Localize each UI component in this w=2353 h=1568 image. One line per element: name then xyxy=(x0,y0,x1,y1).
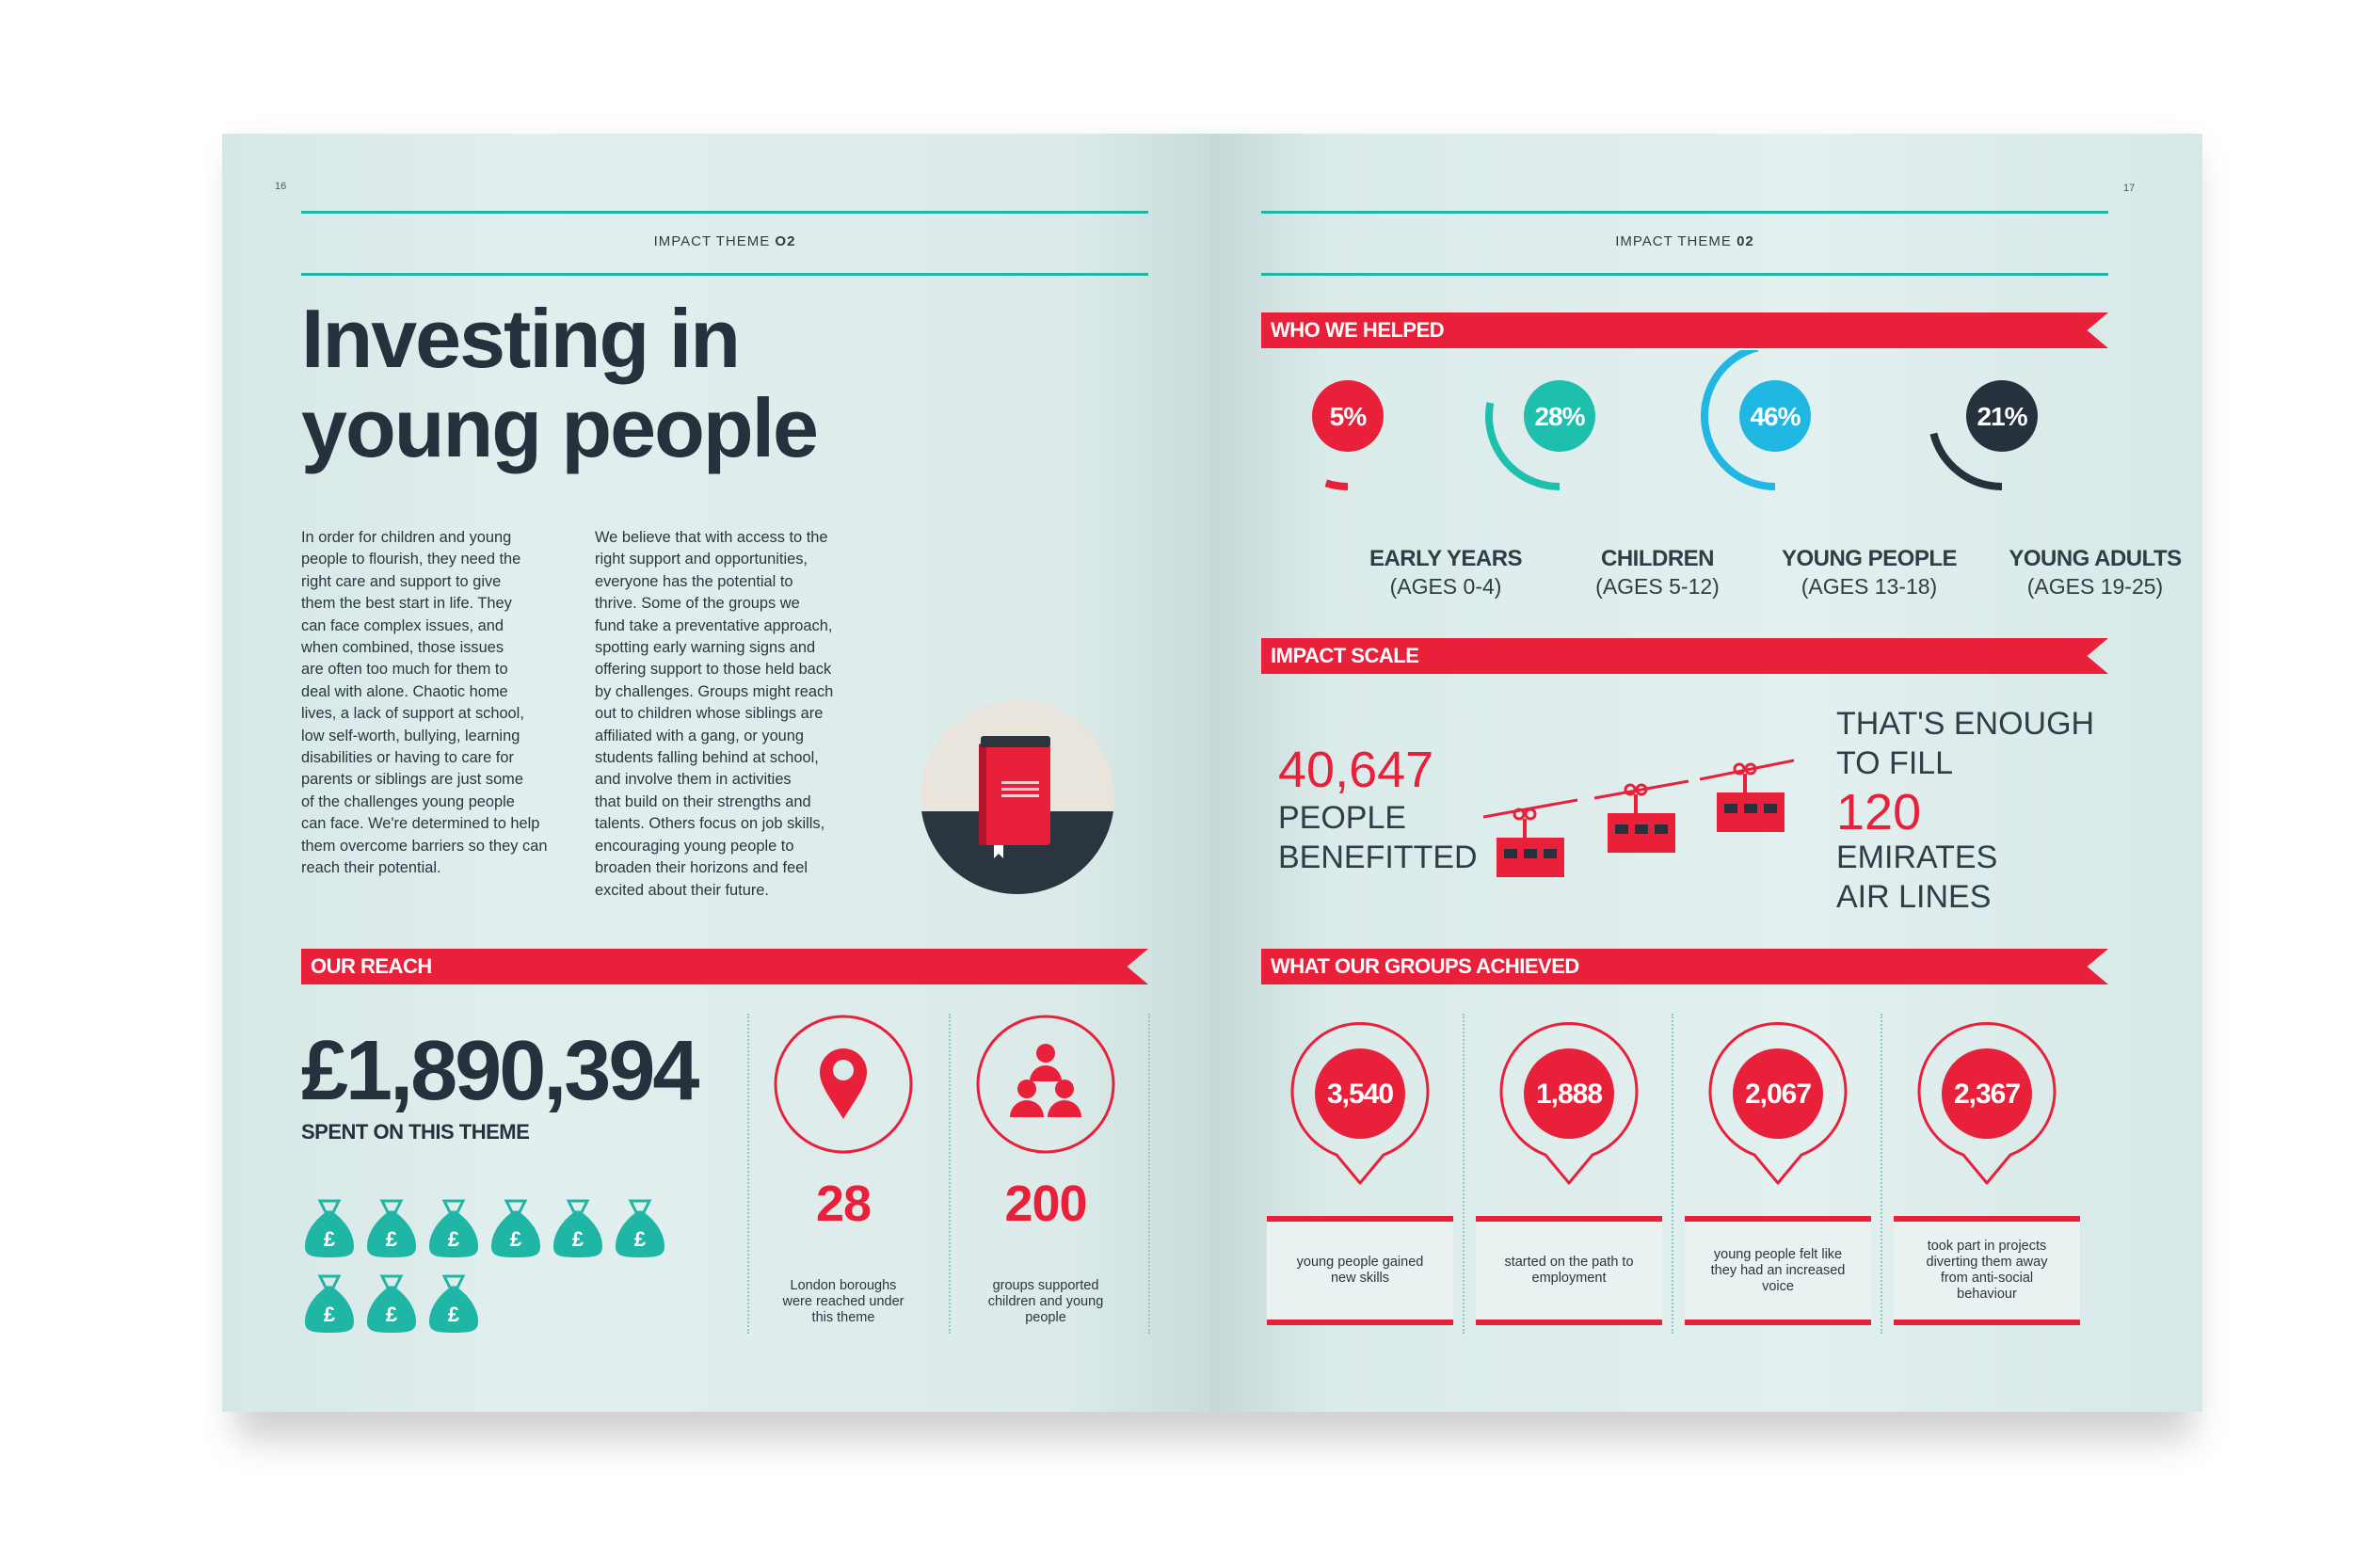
bag-currency-symbol: £ xyxy=(510,1227,522,1251)
money-bag-icon: £ xyxy=(429,1274,478,1333)
dial-center xyxy=(1739,380,1811,452)
book-illustration-icon xyxy=(920,700,1114,894)
achievement-pin: 3,540 xyxy=(1290,1022,1430,1185)
dial-center xyxy=(1966,380,2038,452)
age-group-label-children: CHILDREN (AGES 5-12) xyxy=(1595,546,1720,599)
dial-center xyxy=(1524,380,1595,452)
page-title: Investing in young people xyxy=(301,292,819,474)
dial-arc xyxy=(1929,432,2003,490)
top-rule xyxy=(301,211,1148,214)
left-page: 16 IMPACT THEME O2 Investing in young pe… xyxy=(222,134,1210,1412)
fill-text-top: THAT'S ENOUGH TO FILL xyxy=(1836,706,2095,781)
divider xyxy=(1881,1014,1882,1334)
bag-currency-symbol: £ xyxy=(634,1227,647,1251)
bag-currency-symbol: £ xyxy=(324,1227,336,1251)
fill-text-bottom: EMIRATES AIR LINES xyxy=(1836,840,1998,915)
money-bag-icon: £ xyxy=(553,1199,602,1257)
divider xyxy=(1148,1014,1150,1334)
divider xyxy=(747,1014,749,1334)
dial-arc xyxy=(1701,350,1776,490)
money-bag-icon: £ xyxy=(305,1274,354,1333)
body-column-1: In order for children and young people to… xyxy=(301,529,548,877)
top-rule xyxy=(1261,211,2108,214)
achievement-number: 2,367 xyxy=(1954,1079,2020,1110)
amount-caption: SPENT ON THIS THEME xyxy=(301,1120,530,1144)
achievement-pin: 2,067 xyxy=(1708,1022,1848,1185)
achievement-pin: 2,367 xyxy=(1917,1022,2057,1185)
age-group-label-young-people: YOUNG PEOPLE (AGES 13-18) xyxy=(1781,546,1958,599)
page-number: 16 xyxy=(275,181,287,192)
achievement-caption-card: took part in projects diverting them away… xyxy=(1894,1216,2080,1325)
age-group-label-young-adults: YOUNG ADULTS (AGES 19-25) xyxy=(2009,546,2182,599)
theme-label: IMPACT THEME O2 xyxy=(301,233,1148,249)
money-bag-icon: £ xyxy=(367,1199,416,1257)
bottom-rule xyxy=(301,273,1148,276)
divider xyxy=(949,1014,951,1334)
theme-number: 02 xyxy=(1737,233,1754,249)
amount-spent: £1,890,394 xyxy=(301,1024,699,1118)
dial-arc xyxy=(1485,402,1561,490)
money-bag-icon: £ xyxy=(305,1199,354,1257)
dial-percent: 46% xyxy=(1750,402,1801,431)
achievement-caption: young people felt like they had an increa… xyxy=(1710,1246,1846,1294)
boroughs-caption: London boroughs were reached under this … xyxy=(782,1278,904,1325)
dial-percent: 21% xyxy=(1977,402,2027,431)
page-number: 17 xyxy=(2123,183,2136,194)
dial-arc xyxy=(1324,479,1349,490)
impact-scale-heading: IMPACT SCALE xyxy=(1261,638,2108,674)
right-page: 17 IMPACT THEME 02 WHO WE HELPED 5% 28% 46… xyxy=(1210,134,2202,1412)
achievement-number: 2,067 xyxy=(1745,1079,1811,1110)
bag-currency-symbol: £ xyxy=(324,1303,336,1326)
dial-percent: 28% xyxy=(1534,402,1585,431)
money-bag-icon: £ xyxy=(429,1199,478,1257)
age-group-label-early-years: EARLY YEARS (AGES 0-4) xyxy=(1369,546,1523,599)
money-bag-icon: £ xyxy=(491,1199,540,1257)
what-groups-achieved-heading: WHAT OUR GROUPS ACHIEVED xyxy=(1261,949,2108,984)
money-bag-icon: £ xyxy=(367,1274,416,1333)
age-group-dials: 5% 28% 46% 21% xyxy=(1312,350,2038,490)
achievement-caption: took part in projects diverting them away… xyxy=(1926,1239,2048,1302)
title-line-2: young people xyxy=(301,381,819,474)
achievement-caption: young people gained new skills xyxy=(1296,1255,1424,1286)
dial-percent: 5% xyxy=(1330,402,1368,431)
people-benefitted-label: PEOPLE BENEFITTED xyxy=(1278,800,1478,875)
bag-currency-symbol: £ xyxy=(572,1227,584,1251)
people-benefitted-number: 40,647 xyxy=(1278,742,1434,798)
divider xyxy=(1463,1014,1465,1334)
theme-label-text: IMPACT THEME xyxy=(1615,233,1732,249)
boroughs-number: 28 xyxy=(815,1176,872,1232)
achievement-caption: started on the path to employment xyxy=(1504,1255,1634,1286)
groups-number: 200 xyxy=(1004,1176,1087,1232)
title-line-1: Investing in xyxy=(301,292,741,385)
achievement-number: 1,888 xyxy=(1536,1079,1602,1110)
cable-car-icon xyxy=(1483,759,1795,877)
group-people-icon xyxy=(976,1015,1115,1154)
body-column-2: We believe that with access to the right … xyxy=(595,529,834,899)
our-reach-heading: OUR REACH xyxy=(301,949,1148,984)
achievement-pin: 1,888 xyxy=(1499,1022,1639,1185)
achievement-caption-card: young people felt like they had an increa… xyxy=(1685,1216,1871,1325)
who-we-helped-heading: WHO WE HELPED xyxy=(1261,312,2108,348)
achievement-caption-card: young people gained new skills xyxy=(1267,1216,1453,1325)
bag-currency-symbol: £ xyxy=(386,1303,398,1326)
theme-number: O2 xyxy=(775,233,796,249)
dial-center xyxy=(1312,380,1384,452)
groups-caption: groups supported children and young peop… xyxy=(987,1278,1104,1325)
bag-currency-symbol: £ xyxy=(386,1227,398,1251)
money-bag-icon: £ xyxy=(616,1199,664,1257)
bottom-rule xyxy=(1261,273,2108,276)
bag-currency-symbol: £ xyxy=(448,1303,460,1326)
theme-label-text: IMPACT THEME xyxy=(653,233,771,249)
achievement-number: 3,540 xyxy=(1327,1079,1393,1110)
theme-label: IMPACT THEME 02 xyxy=(1261,233,2108,249)
achievement-caption-card: started on the path to employment xyxy=(1476,1216,1662,1325)
location-pin-icon xyxy=(774,1015,913,1154)
bag-currency-symbol: £ xyxy=(448,1227,460,1251)
fill-number: 120 xyxy=(1836,784,1922,840)
divider xyxy=(1672,1014,1673,1334)
